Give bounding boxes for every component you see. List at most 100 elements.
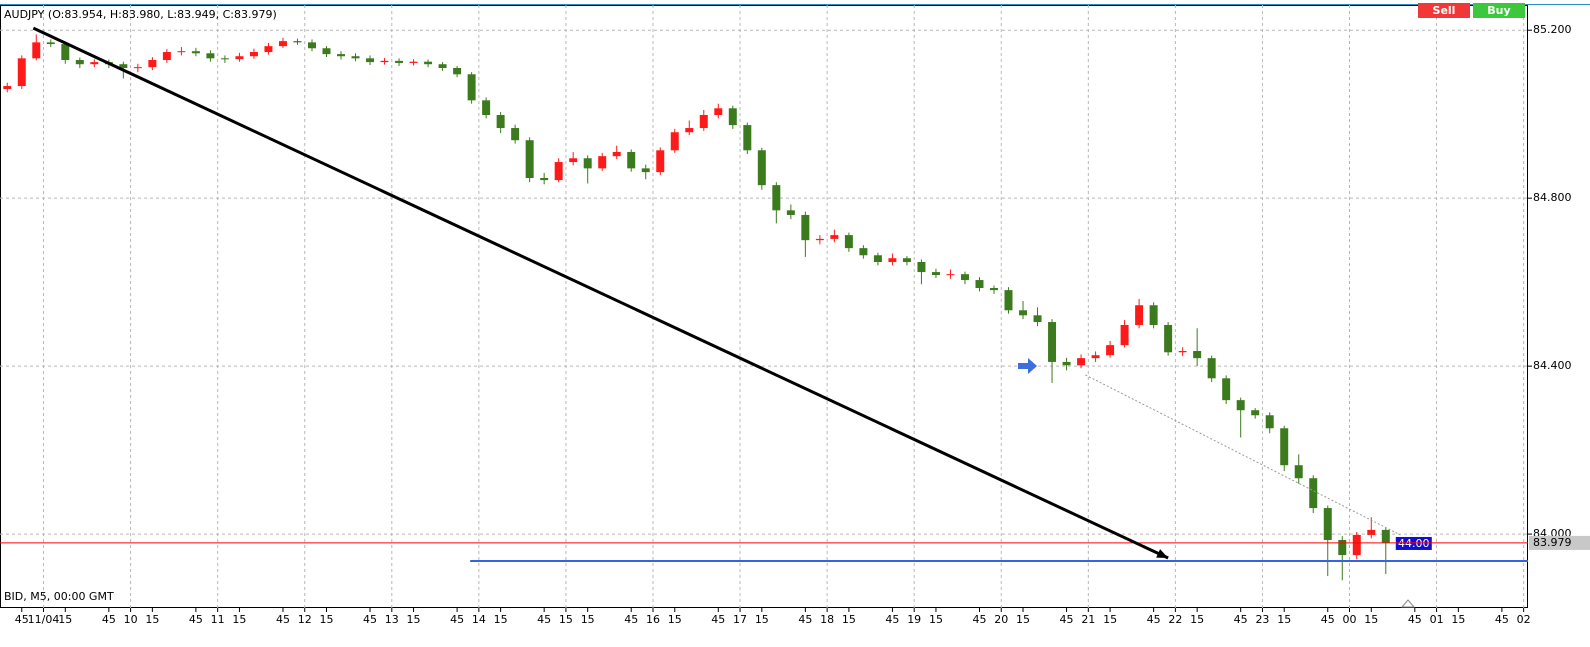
candle-body xyxy=(990,288,998,291)
x-tick-label: 11 xyxy=(211,613,225,626)
candle-body xyxy=(1091,355,1100,359)
candle-body xyxy=(467,74,476,101)
x-tick-label: 45 xyxy=(1147,613,1161,626)
candle-body xyxy=(540,178,549,181)
candle-body xyxy=(1265,415,1274,429)
candle-body xyxy=(133,67,142,69)
x-tick-label: 15 xyxy=(58,613,72,626)
candle-body xyxy=(366,58,375,63)
candle-body xyxy=(1193,351,1202,359)
x-tick-label: 15 xyxy=(1103,613,1117,626)
x-tick-label: 16 xyxy=(646,613,660,626)
candle-body xyxy=(612,151,621,157)
x-tick-label: 45 xyxy=(1234,613,1248,626)
candle-body xyxy=(177,51,186,53)
candle-body xyxy=(917,261,926,273)
candle-body xyxy=(1149,305,1158,325)
candle-body xyxy=(699,115,708,129)
candle-body xyxy=(322,48,331,55)
candle-body xyxy=(395,60,404,63)
x-tick-label: 15 xyxy=(1277,613,1291,626)
candle-body xyxy=(888,258,897,262)
line-label-box xyxy=(1395,536,1432,550)
trend-line xyxy=(32,26,1169,560)
candle-body xyxy=(119,64,128,68)
x-tick-label: 15 xyxy=(755,613,769,626)
x-tick-label: 15 xyxy=(319,613,333,626)
candle-body xyxy=(1222,378,1231,401)
candle-body xyxy=(75,60,84,65)
candle-body xyxy=(307,42,316,49)
candle-body xyxy=(1135,305,1144,325)
candle-body xyxy=(337,54,345,57)
x-tick-label: 15 xyxy=(1451,613,1465,626)
y-tick-label: 84.800 xyxy=(1533,191,1572,204)
y-tick-label: 84.400 xyxy=(1533,359,1572,372)
x-tick-label: 18 xyxy=(820,613,834,626)
candle-body xyxy=(975,280,984,289)
candle-body xyxy=(32,42,41,59)
candle-body xyxy=(46,42,55,45)
marks xyxy=(3,34,1390,581)
candle-body xyxy=(496,115,505,129)
x-tick-label: 17 xyxy=(733,613,747,626)
candle-body xyxy=(1062,361,1071,366)
candle-body xyxy=(17,58,26,87)
candle-body xyxy=(728,108,737,126)
candle-body xyxy=(61,44,70,61)
candle-body xyxy=(844,235,853,249)
candle-body xyxy=(583,158,592,169)
x-tick-label: 45 xyxy=(624,613,638,626)
candle-body xyxy=(293,41,302,43)
candle-body xyxy=(1381,529,1390,543)
buy-label[interactable]: Buy xyxy=(1487,4,1510,17)
candle-body xyxy=(3,86,12,89)
candle-body xyxy=(873,255,882,262)
x-tick-label: 12 xyxy=(298,613,312,626)
candle-body xyxy=(438,64,447,68)
candle-body xyxy=(685,128,694,133)
x-tick-label: 45 xyxy=(1060,613,1074,626)
x-tick-label: 15 xyxy=(494,613,508,626)
footer-text: BID, M5, 00:00 GMT xyxy=(4,590,114,603)
candle-body xyxy=(351,56,360,59)
x-tick-label: 45 xyxy=(537,613,551,626)
x-tick-label: 13 xyxy=(385,613,399,626)
candle-body xyxy=(482,100,491,116)
x-tick-label: 15 xyxy=(407,613,421,626)
sell-label[interactable]: Sell xyxy=(1433,4,1456,17)
candle-body xyxy=(1251,410,1260,416)
x-tick-label: 45 xyxy=(189,613,203,626)
x-tick-label: 23 xyxy=(1255,613,1269,626)
x-tick-label: 15 xyxy=(145,613,159,626)
candle-body xyxy=(1048,322,1057,362)
line-label: 44.00 xyxy=(1398,537,1430,550)
candle-body xyxy=(264,46,273,53)
x-tick-label: 10 xyxy=(124,613,138,626)
candle-body xyxy=(1323,508,1332,540)
candle-body xyxy=(220,58,229,60)
current-price-label: 83.979 xyxy=(1533,536,1572,549)
candle-body xyxy=(960,274,969,281)
x-tick-label: 21 xyxy=(1081,613,1095,626)
x-tick-label: 15 xyxy=(842,613,856,626)
candle-body xyxy=(249,52,258,57)
x-tick-label: 02 xyxy=(1517,613,1531,626)
candle-body xyxy=(380,60,389,63)
x-tick-label: 15 xyxy=(929,613,943,626)
x-tick-label: 14 xyxy=(472,613,486,626)
candle-body xyxy=(931,272,940,276)
candle-body xyxy=(772,185,781,211)
x-tick-label: 45 xyxy=(1495,613,1509,626)
candle-body xyxy=(859,248,868,256)
sell-button[interactable] xyxy=(1418,3,1470,18)
candle-body xyxy=(191,51,200,54)
buy-button[interactable] xyxy=(1473,3,1525,18)
candle-body xyxy=(1033,315,1042,323)
candle-body xyxy=(1294,465,1303,479)
candle-body xyxy=(743,125,752,151)
x-tick-label: 15 xyxy=(1364,613,1378,626)
candle-body xyxy=(656,150,665,173)
